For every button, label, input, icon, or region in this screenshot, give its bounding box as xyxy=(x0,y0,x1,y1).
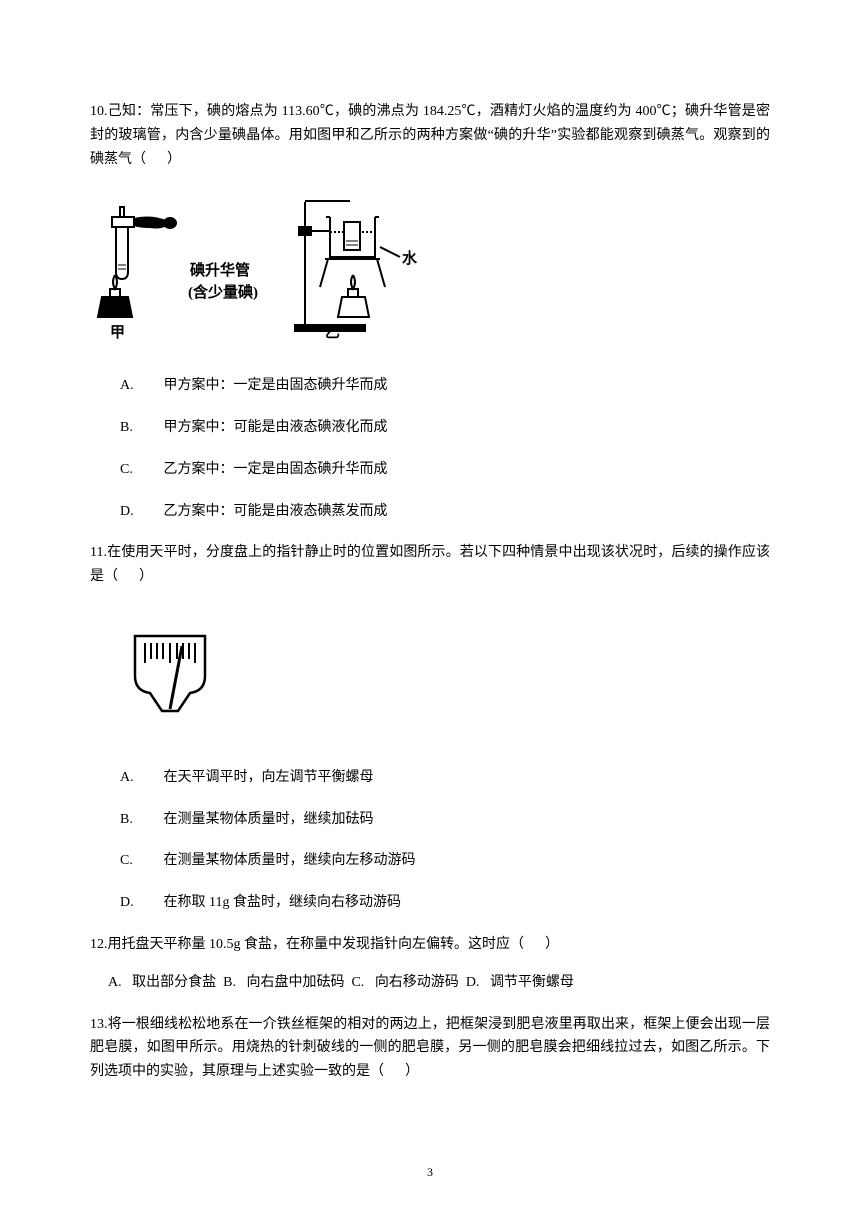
option-label: C. xyxy=(120,458,160,482)
option-text: 甲方案中：可能是由液态碘液化而成 xyxy=(164,420,388,435)
option-label: D. xyxy=(120,500,160,524)
q12-options: A. 取出部分食盐 B. 向右盘中加砝码 C. 向右移动游码 D. 调节平衡螺母 xyxy=(108,971,770,995)
option-label: B. xyxy=(220,975,247,990)
q11-option-c: C. 在测量某物体质量时，继续向左移动游码 xyxy=(120,849,770,873)
option-text: 向右盘中加砝码 xyxy=(246,975,344,990)
q11-intro: 11.在使用天平时，分度盘上的指针静止时的位置如图所示。若以下四种情景中出现该状… xyxy=(90,541,770,589)
q12-intro: 12.用托盘天平称量 10.5g 食盐，在称量中发现指针向左偏转。这时应（ ） xyxy=(90,933,770,957)
page-number: 3 xyxy=(0,1165,860,1180)
option-text: 乙方案中：可能是由液态碘蒸发而成 xyxy=(164,504,388,519)
label-tube: 碘升华管 xyxy=(190,261,250,279)
option-text: 在天平调平时，向左调节平衡螺母 xyxy=(164,770,374,785)
option-text: 在测量某物体质量时，继续向左移动游码 xyxy=(164,853,416,868)
option-label: C. xyxy=(348,975,375,990)
q10-intro: 10.己知：常压下，碘的熔点为 113.60℃，碘的沸点为 184.25℃，酒精… xyxy=(90,100,770,171)
label-tube2: (含少量碘) xyxy=(188,283,258,301)
q11-option-b: B. 在测量某物体质量时，继续加砝码 xyxy=(120,808,770,832)
option-label: B. xyxy=(120,808,160,832)
q11-figure xyxy=(90,605,770,748)
option-label: D. xyxy=(462,975,490,990)
option-label: B. xyxy=(120,416,160,440)
q11-option-a: A. 在天平调平时，向左调节平衡螺母 xyxy=(120,766,770,790)
q10-option-b: B. 甲方案中：可能是由液态碘液化而成 xyxy=(120,416,770,440)
option-text: 向右移动游码 xyxy=(375,975,459,990)
option-text: 乙方案中：一定是由固态碘升华而成 xyxy=(164,462,388,477)
label-water: 水 xyxy=(402,249,418,267)
q11-option-d: D. 在称取 11g 食盐时，继续向右移动游码 xyxy=(120,891,770,915)
option-text: 在测量某物体质量时，继续加砝码 xyxy=(164,812,374,827)
option-label: D. xyxy=(120,891,160,915)
q13-intro: 13.将一根细线松松地系在一介铁丝框架的相对的两边上，把框架浸到肥皂液里再取出来… xyxy=(90,1013,770,1084)
option-text: 调节平衡螺母 xyxy=(490,975,574,990)
label-yi: 乙 xyxy=(325,325,340,341)
option-text: 甲方案中：一定是由固态碘升华而成 xyxy=(164,378,388,393)
q10-figure: 甲 碘升华管 (含少量碘) xyxy=(90,187,770,356)
option-label: A. xyxy=(120,374,160,398)
option-label: A. xyxy=(120,766,160,790)
label-jia: 甲 xyxy=(110,324,125,341)
balance-dial-icon xyxy=(120,621,220,721)
q10-option-d: D. 乙方案中：可能是由液态碘蒸发而成 xyxy=(120,500,770,524)
q10-option-a: A. 甲方案中：一定是由固态碘升华而成 xyxy=(120,374,770,398)
option-text: 在称取 11g 食盐时，继续向右移动游码 xyxy=(164,895,401,910)
option-label: A. xyxy=(108,975,132,990)
option-label: C. xyxy=(120,849,160,873)
experiment-diagram: 甲 碘升华管 (含少量碘) xyxy=(90,187,430,347)
q10-option-c: C. 乙方案中：一定是由固态碘升华而成 xyxy=(120,458,770,482)
option-text: 取出部分食盐 xyxy=(132,975,216,990)
